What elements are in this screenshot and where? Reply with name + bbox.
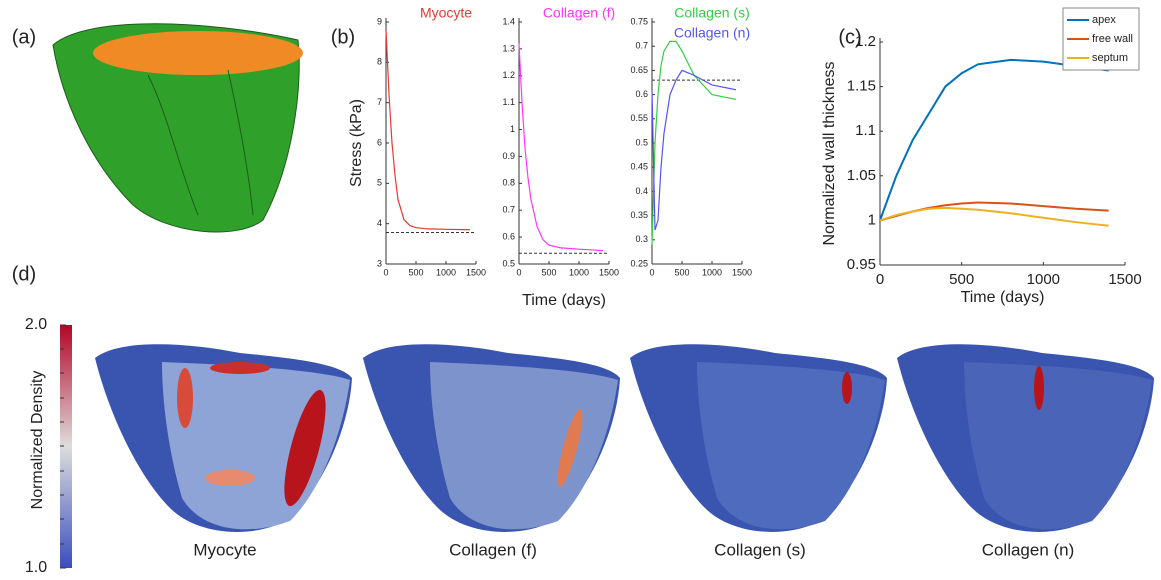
- heart-mesh: [53, 24, 303, 232]
- x-tick-label: 500: [408, 267, 423, 277]
- y-tick-label: 1.1: [502, 97, 515, 107]
- y-tick-label: 0.45: [630, 162, 648, 172]
- x-tick-label: 1000: [1027, 271, 1060, 288]
- y-tick-label: 9: [377, 16, 382, 26]
- legend-label: apex: [1092, 14, 1116, 26]
- legend-label: Myocyte: [420, 5, 472, 21]
- x-tick-label: 1500: [732, 267, 752, 277]
- x-tick-label: 0: [876, 271, 884, 288]
- x-tick-label: 1000: [436, 267, 456, 277]
- y-tick-label: 1: [510, 124, 515, 134]
- y-tick-label: 0.95: [847, 256, 876, 273]
- y-tick-label: 1.2: [855, 33, 876, 50]
- x-tick-label: 0: [383, 267, 388, 277]
- y-tick-label: 0.25: [630, 258, 648, 268]
- legend-label: Collagen (n): [674, 25, 750, 41]
- x-tick-label: 1000: [569, 267, 589, 277]
- legend-label: Collagen (f): [543, 5, 615, 21]
- heart-render: [630, 344, 887, 532]
- y-tick-label: 0.5: [635, 137, 648, 147]
- series-line: [386, 30, 470, 230]
- series-line: [652, 70, 736, 230]
- heart-label: Collagen (f): [449, 540, 537, 559]
- x-tick-label: 1500: [599, 267, 619, 277]
- x-tick-label: 1500: [1108, 271, 1141, 288]
- legend-label: Collagen (s): [674, 5, 749, 21]
- y-tick-label: 0.8: [502, 178, 515, 188]
- y-tick-label: 8: [377, 57, 382, 67]
- series-line: [880, 60, 1109, 221]
- panel-label: (b): [331, 26, 355, 48]
- y-tick-label: 0.6: [635, 89, 648, 99]
- y-tick-label: 0.9: [502, 151, 515, 161]
- heart-label: Myocyte: [193, 540, 256, 559]
- x-tick-label: 500: [674, 267, 689, 277]
- series-line: [519, 44, 603, 251]
- y-tick-label: 1.3: [502, 43, 515, 53]
- series-line: [652, 41, 736, 244]
- y-tick-label: 7: [377, 97, 382, 107]
- legend-label: free wall: [1092, 33, 1133, 45]
- y-tick-label: 0.7: [502, 205, 515, 215]
- series-line: [880, 208, 1109, 226]
- y-tick-label: 1.15: [847, 78, 876, 95]
- x-tick-label: 500: [949, 271, 974, 288]
- x-tick-label: 0: [649, 267, 654, 277]
- colorbar-tick-label: 1.0: [25, 559, 47, 575]
- y-tick-label: 0.7: [635, 41, 648, 51]
- y-tick-label: 5: [377, 178, 382, 188]
- heart-label: Collagen (n): [982, 540, 1075, 559]
- colorbar-label: Normalized Density: [29, 371, 46, 510]
- y-tick-label: 0.55: [630, 113, 648, 123]
- y-tick-label: 3: [377, 258, 382, 268]
- x-tick-label: 1000: [702, 267, 722, 277]
- figure: Normalized Density (a)(b)(c)(d)1.02.0Myo…: [0, 0, 1161, 575]
- x-axis-label: Time (days): [522, 292, 606, 309]
- x-axis-label: Time (days): [961, 289, 1045, 306]
- y-tick-label: 0.65: [630, 65, 648, 75]
- y-tick-label: 0.35: [630, 210, 648, 220]
- heart-render: [363, 344, 620, 532]
- x-tick-label: 0: [516, 267, 521, 277]
- y-tick-label: 1.2: [502, 70, 515, 80]
- heart-render: [95, 344, 352, 532]
- y-tick-label: 0.75: [630, 16, 648, 26]
- y-tick-label: 4: [377, 218, 382, 228]
- heart-render: [897, 344, 1154, 532]
- y-tick-label: 1.1: [855, 122, 876, 139]
- legend-label: septum: [1092, 52, 1128, 64]
- heart-label: Collagen (s): [714, 540, 806, 559]
- y-tick-label: 1.05: [847, 167, 876, 184]
- y-tick-label: 6: [377, 137, 382, 147]
- y-axis-label: Normalized wall thickness: [821, 61, 838, 245]
- y-tick-label: 0.3: [635, 234, 648, 244]
- x-tick-label: 1500: [466, 267, 486, 277]
- y-tick-label: 1.4: [502, 16, 515, 26]
- panel-label: (a): [12, 26, 36, 48]
- y-tick-label: 1: [868, 211, 876, 228]
- y-tick-label: 0.6: [502, 231, 515, 241]
- y-tick-label: 0.4: [635, 186, 648, 196]
- y-tick-label: 0.5: [502, 258, 515, 268]
- panel-label: (d): [12, 263, 36, 285]
- colorbar-tick-label: 2.0: [25, 316, 47, 333]
- x-tick-label: 500: [541, 267, 556, 277]
- y-axis-label: Stress (kPa): [348, 99, 365, 187]
